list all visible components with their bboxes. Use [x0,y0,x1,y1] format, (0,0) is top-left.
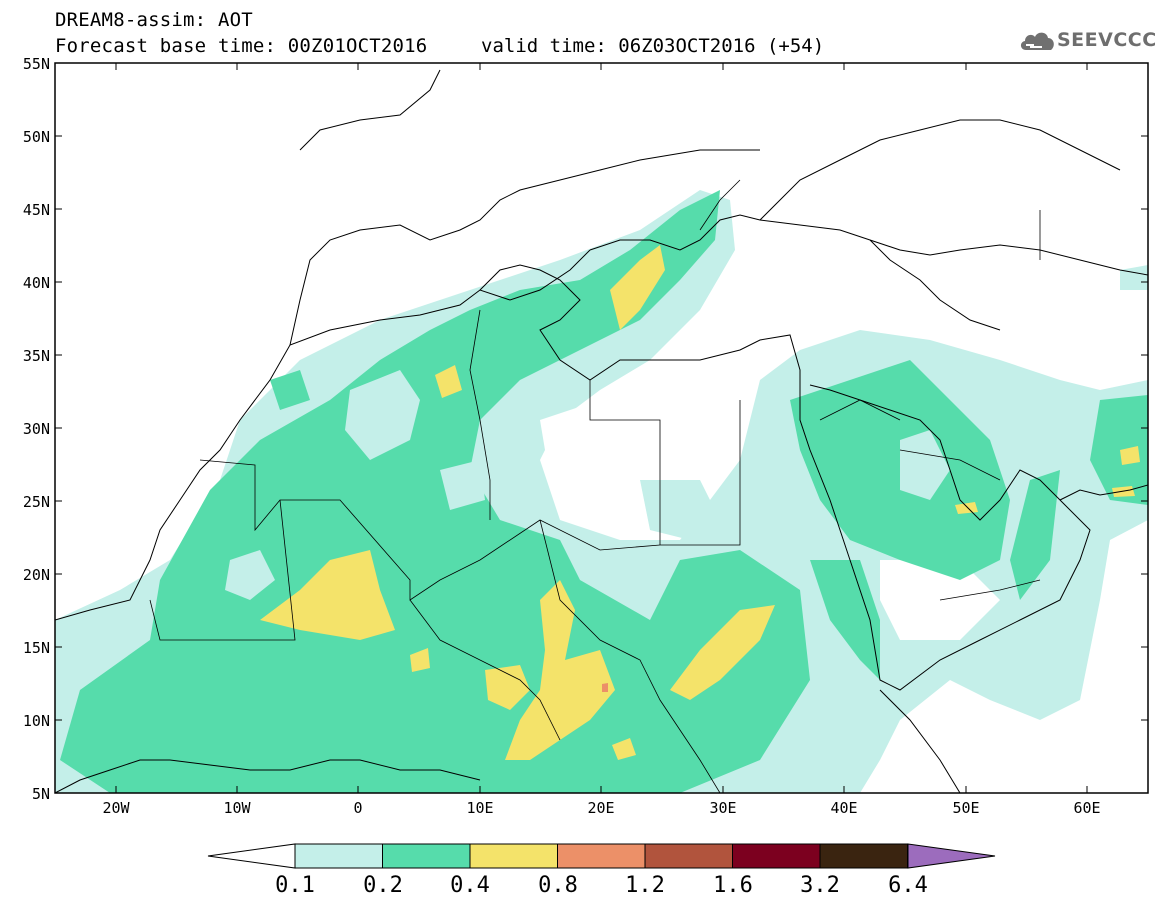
lon-label: 50E [952,799,979,817]
logo-text: SEEVCCC [1057,29,1157,51]
aot-contour-0.4 [505,580,615,760]
lon-label: 30E [709,799,736,817]
aot-contour-0.4 [955,502,978,514]
colorbar-label: 0.2 [363,873,403,898]
lat-label: 20N [23,566,50,584]
aot-contour-0.4 [485,665,530,710]
lat-label: 45N [23,201,50,219]
colorbar-label: 0.1 [275,873,315,898]
map-title: DREAM8-assim: AOT [55,9,253,31]
aot-contour-0.4 [612,738,636,760]
lat-label: 50N [23,128,50,146]
aot-contour-0.4 [260,550,395,640]
aot-gap [540,400,650,500]
colorbar-label: 0.8 [538,873,578,898]
aot-contour-0.4 [670,605,775,700]
longitude-labels: 20W 10W 0 10E 20E 30E 40E 50E 60E [102,799,1100,817]
colorbar: 0.1 0.2 0.4 0.8 1.2 1.6 3.2 6.4 [207,843,996,898]
aot-contour-0.4 [435,365,462,398]
colorbar-label: 1.6 [713,873,753,898]
aot-field [55,63,1148,793]
lat-label: 10N [23,712,50,730]
lon-label: 40E [830,799,857,817]
lat-label: 35N [23,347,50,365]
colorbar-box [644,843,733,869]
colorbar-low-arrow [207,843,296,869]
aot-gap [900,430,950,500]
valid-time: valid time: 06Z03OCT2016 (+54) [481,35,825,57]
lat-label: 40N [23,274,50,292]
lon-label: 60E [1073,799,1100,817]
lat-label: 5N [32,785,50,803]
aot-contour-0.2 [60,190,810,793]
aot-contour-0.2 [1010,470,1060,600]
aot-gap [225,550,275,600]
aot-contour-0.8 [602,683,608,692]
lat-label: 15N [23,639,50,657]
lat-label: 25N [23,493,50,511]
lon-label: 10W [223,799,251,817]
lat-label: 55N [23,55,50,73]
colorbar-labels: 0.1 0.2 0.4 0.8 1.2 1.6 3.2 6.4 [275,873,928,898]
colorbar-boxes [294,843,908,869]
lon-label: 0 [353,799,362,817]
axis-ticks [55,62,1148,793]
colorbar-high-arrow [907,843,996,869]
lon-label: 10E [466,799,493,817]
colorbar-box [732,843,821,869]
aot-contour-0.2 [1090,395,1148,505]
aot-contour-0.4 [1120,446,1140,465]
cloud-icon [1020,32,1054,50]
aot-contour-0.2 [810,560,880,680]
colorbar-box [294,843,383,869]
colorbar-box [469,843,558,869]
aot-contour-0.2 [270,370,310,410]
colorbar-label: 6.4 [888,873,928,898]
colorbar-label: 1.2 [625,873,665,898]
colorbar-label: 0.4 [450,873,490,898]
aot-contour-0.4 [410,648,430,672]
colorbar-box [819,843,908,869]
coastlines [55,69,1148,793]
country-borders [149,179,1041,793]
aot-gap [55,63,1148,400]
aot-gap [440,460,485,510]
colorbar-box [382,843,471,869]
aot-gap [345,370,420,460]
aot-contour-0.4 [610,245,665,330]
lon-label: 20E [587,799,614,817]
forecast-base-time: Forecast base time: 00Z01OCT2016 [55,35,428,57]
colorbar-label: 3.2 [800,873,840,898]
lon-label: 20W [102,799,130,817]
colorbar-box [557,843,646,869]
lat-label: 30N [23,420,50,438]
latitude-labels: 55N 50N 45N 40N 35N 30N 25N 20N 15N 10N … [23,55,50,803]
